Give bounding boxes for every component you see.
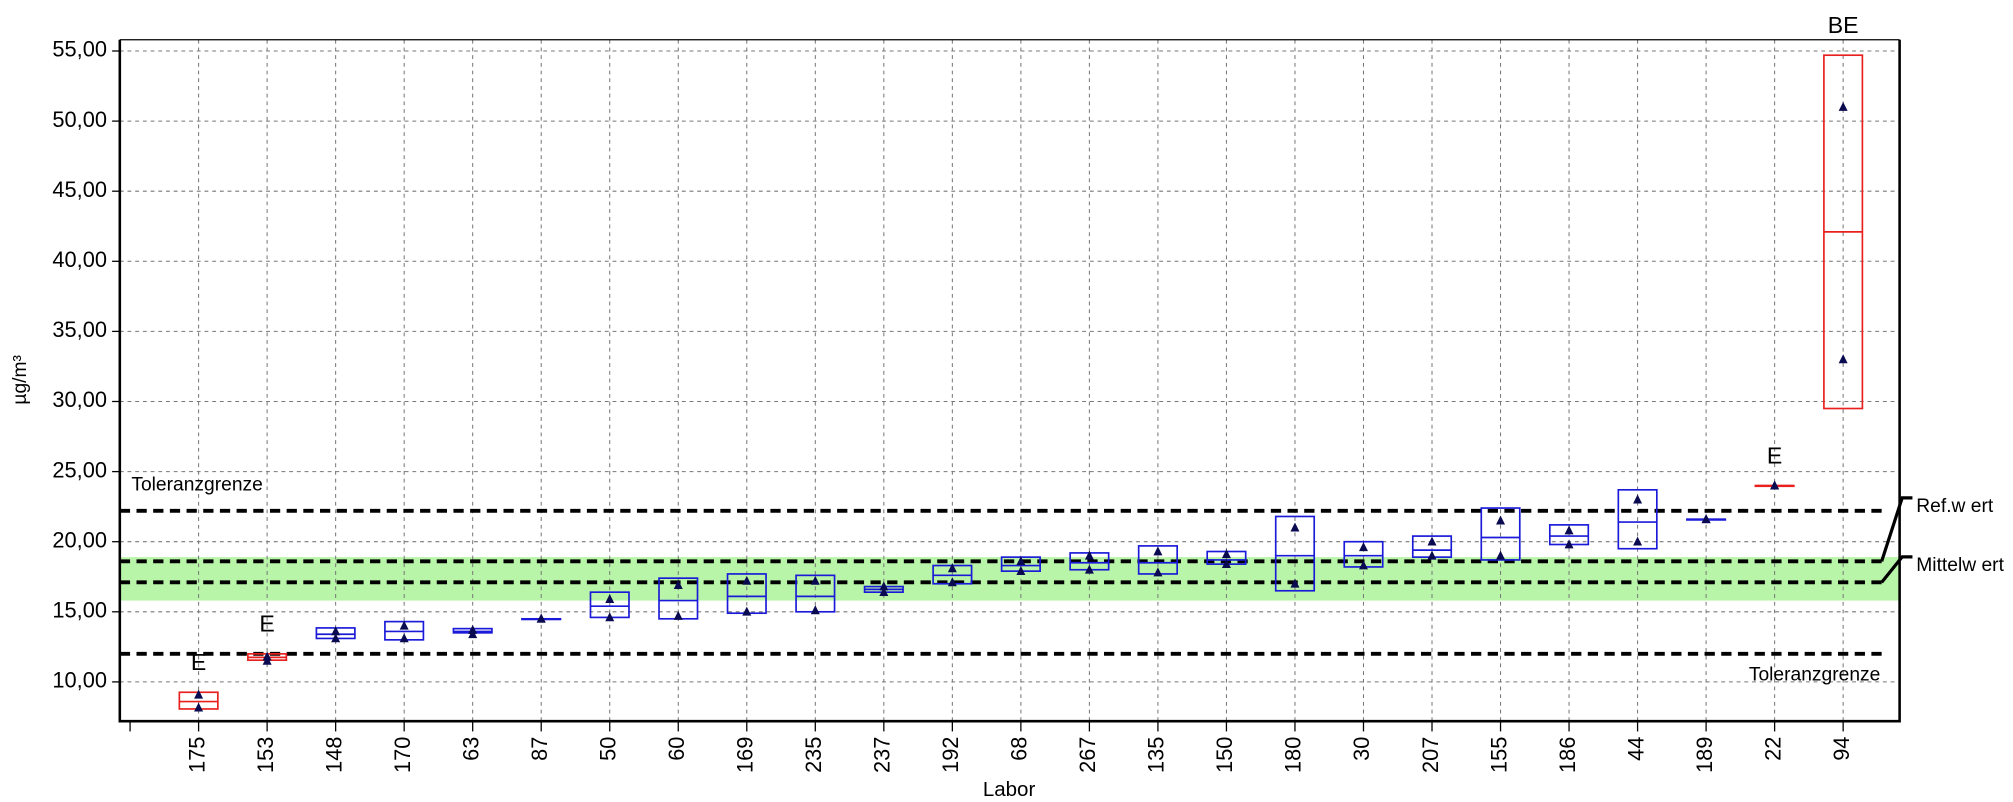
y-tick-label: 10,00: [52, 668, 107, 693]
result-marker: [194, 702, 204, 712]
result-marker: [1427, 536, 1437, 546]
box: [1617, 488, 1658, 550]
x-tick-label: 150: [1212, 737, 1237, 773]
x-tick-label: 180: [1281, 737, 1306, 773]
y-tick-label: 20,00: [52, 527, 107, 552]
x-tick-label: 87: [527, 737, 552, 761]
result-marker: [1290, 522, 1300, 532]
result-marker: [536, 613, 546, 623]
result-marker: [605, 612, 615, 622]
result-marker: [1016, 556, 1026, 566]
result-marker: [1016, 566, 1026, 575]
x-tick-label: 68: [1007, 737, 1032, 761]
result-marker: [1084, 564, 1094, 574]
result-marker: [1153, 546, 1163, 556]
flag-label: E: [191, 649, 206, 675]
x-tick-label: 237: [870, 737, 895, 773]
x-tick-label: 189: [1692, 737, 1717, 773]
y-axis-label: µg/m³: [10, 354, 31, 404]
result-marker: [1496, 550, 1506, 560]
y-tick-label: 15,00: [52, 598, 107, 623]
y-tick-label: 50,00: [52, 107, 107, 132]
x-tick-label: 135: [1144, 737, 1169, 773]
result-marker: [742, 606, 752, 616]
x-tick-label: 192: [938, 737, 963, 773]
result-marker: [1358, 542, 1368, 552]
flag-label: E: [259, 611, 274, 637]
x-tick-label: 155: [1486, 737, 1511, 773]
result-marker: [1770, 480, 1780, 490]
x-tick-label: 60: [664, 737, 689, 761]
x-tick-label: 148: [321, 737, 346, 773]
axis-frame: [118, 39, 1901, 723]
x-tick-label: 30: [1349, 737, 1374, 761]
result-marker: [1633, 536, 1643, 546]
result-marker: [879, 581, 889, 591]
y-tick-label: 35,00: [52, 317, 107, 342]
result-marker: [1290, 578, 1300, 588]
result-marker: [1427, 550, 1437, 560]
y-tick-label: 40,00: [52, 247, 107, 272]
reference-label: Toleranzgrenze: [1749, 665, 1881, 686]
ref-connector: [1880, 555, 1913, 584]
result-marker: [262, 655, 272, 665]
result-marker: [1221, 549, 1231, 559]
result-marker: [399, 620, 409, 630]
result-marker: [673, 580, 683, 590]
x-tick-label: 207: [1418, 737, 1443, 773]
reference-label: Toleranzgrenze: [131, 474, 263, 495]
result-marker: [331, 626, 341, 636]
flag-label: E: [1767, 442, 1782, 468]
result-marker: [1496, 515, 1506, 525]
result-marker: [399, 633, 409, 643]
result-marker: [947, 577, 957, 587]
result-marker: [1153, 567, 1163, 577]
result-marker: [673, 610, 683, 620]
result-marker: [879, 587, 889, 597]
result-marker: [331, 633, 341, 643]
result-marker: [1564, 539, 1574, 549]
box: [1480, 507, 1521, 561]
flag-label: BE: [1828, 12, 1859, 38]
result-marker: [947, 563, 957, 573]
result-marker: [742, 575, 752, 585]
x-tick-label: 175: [184, 737, 209, 773]
result-marker: [468, 629, 478, 639]
y-tick-label: 25,00: [52, 457, 107, 482]
result-marker: [1564, 525, 1574, 535]
result-marker: [194, 689, 204, 699]
x-tick-label: 235: [801, 737, 826, 773]
y-tick-label: 55,00: [52, 37, 107, 62]
result-marker: [1701, 514, 1711, 524]
x-tick-label: 267: [1075, 737, 1100, 773]
result-marker: [810, 605, 820, 615]
x-tick-label: 186: [1555, 737, 1580, 773]
ref-connector: [1880, 496, 1913, 562]
x-tick-label: 169: [733, 737, 758, 773]
x-tick-label: 153: [253, 737, 278, 773]
x-tick-label: 22: [1760, 737, 1785, 761]
result-marker: [1633, 494, 1643, 504]
result-marker: [810, 575, 820, 585]
y-tick-label: 30,00: [52, 387, 107, 412]
result-marker: [1221, 558, 1231, 568]
result-marker: [1838, 354, 1848, 364]
x-tick-label: 94: [1829, 737, 1854, 761]
x-axis-label: Labor: [983, 778, 1036, 801]
x-tick-label: 50: [596, 737, 621, 761]
result-marker: [1084, 550, 1094, 560]
x-tick-label: 63: [458, 737, 483, 761]
reference-label: Mittelw ert: [1916, 555, 2004, 576]
reference-label: Ref.w ert: [1916, 496, 1994, 517]
result-marker: [605, 594, 615, 604]
x-tick-label: 170: [390, 737, 415, 773]
result-marker: [1358, 560, 1368, 570]
box: [1274, 515, 1316, 592]
y-tick-label: 45,00: [52, 177, 107, 202]
x-tick-label: 44: [1623, 737, 1648, 761]
result-marker: [1838, 101, 1848, 111]
tolerance-band: [119, 557, 1900, 601]
